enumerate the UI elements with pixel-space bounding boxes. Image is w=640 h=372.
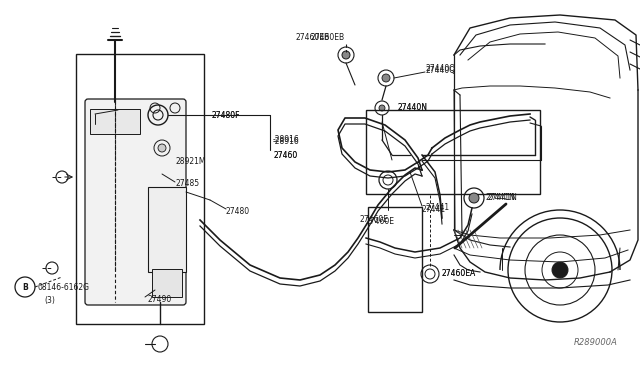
Text: 27460EB: 27460EB bbox=[311, 33, 345, 42]
Bar bbox=[152, 269, 182, 297]
Text: 27441N: 27441N bbox=[487, 192, 517, 202]
Bar bbox=[368, 207, 422, 312]
Text: 27460E: 27460E bbox=[360, 215, 389, 224]
Text: 27460EA: 27460EA bbox=[442, 269, 476, 279]
Text: 27440N: 27440N bbox=[398, 103, 428, 112]
Text: 27441N: 27441N bbox=[486, 193, 516, 202]
Text: 27440N: 27440N bbox=[398, 103, 428, 112]
FancyBboxPatch shape bbox=[85, 99, 186, 305]
Text: -28916: -28916 bbox=[273, 137, 300, 145]
Text: 27440Q: 27440Q bbox=[425, 65, 455, 74]
Text: 27460EB: 27460EB bbox=[296, 33, 330, 42]
Text: -28916: -28916 bbox=[273, 135, 300, 144]
Text: 27490: 27490 bbox=[148, 295, 172, 305]
Circle shape bbox=[469, 193, 479, 203]
Text: 27480F: 27480F bbox=[212, 110, 241, 119]
Bar bbox=[366, 110, 540, 194]
Text: 27460: 27460 bbox=[273, 151, 297, 160]
Text: 27480F: 27480F bbox=[212, 110, 241, 119]
Text: B: B bbox=[22, 282, 28, 292]
Text: 27460: 27460 bbox=[273, 151, 297, 160]
Text: 27460E: 27460E bbox=[365, 218, 394, 227]
Text: 27440Q: 27440Q bbox=[426, 64, 456, 73]
Text: R289000A: R289000A bbox=[574, 338, 618, 347]
Text: 08146-6162G: 08146-6162G bbox=[38, 282, 90, 292]
Circle shape bbox=[158, 144, 166, 152]
Text: 27460EA: 27460EA bbox=[442, 269, 476, 279]
Text: 27485: 27485 bbox=[175, 180, 199, 189]
Text: 27441: 27441 bbox=[422, 205, 446, 215]
Bar bbox=[90, 109, 140, 134]
Bar bbox=[148, 187, 186, 272]
Text: 27441: 27441 bbox=[426, 203, 450, 212]
Circle shape bbox=[382, 74, 390, 82]
Text: 28921M: 28921M bbox=[175, 157, 205, 167]
Text: (3): (3) bbox=[44, 295, 55, 305]
Circle shape bbox=[342, 51, 350, 59]
Circle shape bbox=[552, 262, 568, 278]
Text: 27480: 27480 bbox=[226, 208, 250, 217]
Circle shape bbox=[379, 105, 385, 111]
Bar bbox=[76, 54, 204, 324]
